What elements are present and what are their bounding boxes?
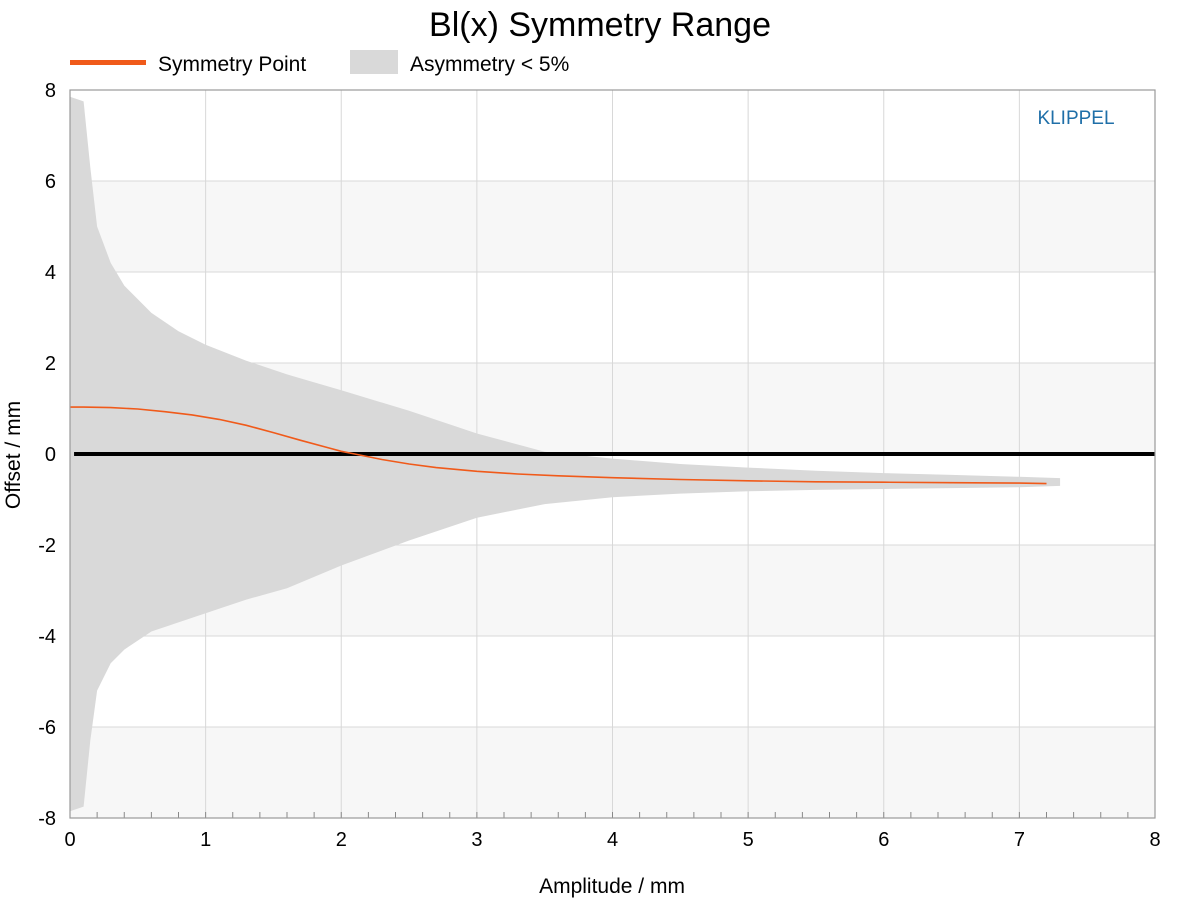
x-tick-label: 4 <box>607 829 618 851</box>
y-tick-label: 6 <box>45 171 56 193</box>
symmetry-point-line <box>70 406 1047 485</box>
brand-label: KLIPPEL <box>1037 108 1114 129</box>
y-tick-label: -8 <box>38 808 56 830</box>
x-tick-label: 7 <box>1014 829 1025 851</box>
x-tick-label: 5 <box>743 829 754 851</box>
x-tick-label: 3 <box>471 829 482 851</box>
x-tick-label: 8 <box>1149 829 1160 851</box>
y-tick-labels: 8 6 4 2 0 -2 -4 -6 -8 <box>38 80 56 830</box>
y-tick-label: 4 <box>45 262 56 284</box>
y-axis-label: Offset / mm <box>2 401 25 509</box>
y-tick-label: -2 <box>38 535 56 557</box>
chart-title: Bl(x) Symmetry Range <box>429 6 771 44</box>
y-tick-label: 0 <box>45 444 56 466</box>
x-axis-label: Amplitude / mm <box>539 875 685 898</box>
legend-label-symmetry-point: Symmetry Point <box>158 53 306 76</box>
legend-label-asymmetry: Asymmetry < 5% <box>410 53 569 76</box>
legend-line-swatch <box>70 60 146 65</box>
y-tick-label: -6 <box>38 717 56 739</box>
y-tick-label: 8 <box>45 80 56 102</box>
legend: Symmetry Point Asymmetry < 5% <box>70 50 569 76</box>
tick-marks <box>69 812 1156 818</box>
plot-frame-layer <box>69 89 1156 819</box>
y-tick-label: 2 <box>45 353 56 375</box>
x-tick-label: 1 <box>200 829 211 851</box>
x-tick-label: 0 <box>64 829 75 851</box>
x-tick-label: 6 <box>878 829 889 851</box>
plot-frame <box>69 89 1156 819</box>
x-tick-label: 2 <box>336 829 347 851</box>
x-tick-labels: 0 1 2 3 4 5 6 7 8 <box>64 829 1160 851</box>
y-tick-label: -4 <box>38 626 56 648</box>
symmetry-line-layer <box>70 406 1047 485</box>
legend-band-swatch <box>350 50 398 74</box>
